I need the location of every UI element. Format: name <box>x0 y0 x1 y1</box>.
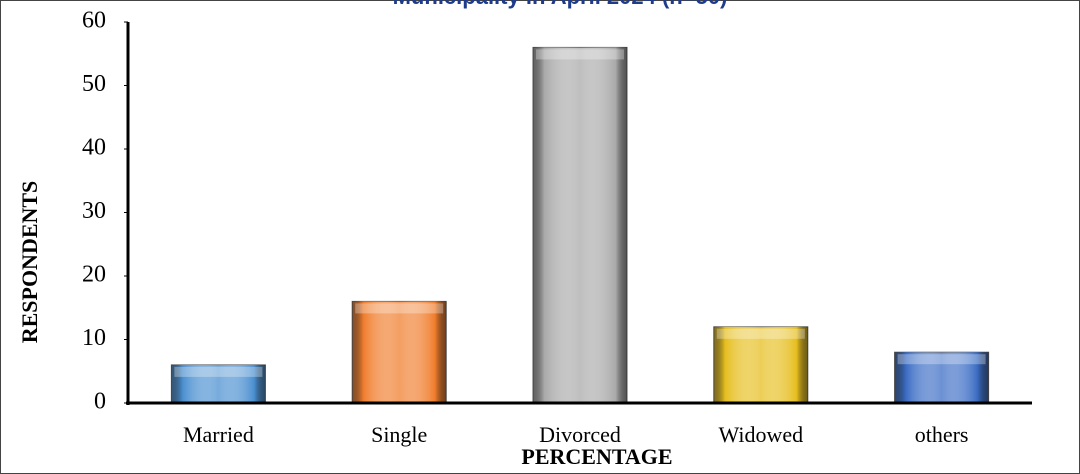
y-tick-label: 0 <box>94 389 106 415</box>
y-tick-label: 30 <box>82 198 106 224</box>
x-tick-label: Single <box>371 422 427 447</box>
y-tick-label: 50 <box>82 71 106 97</box>
bar <box>170 364 266 404</box>
y-tick-label: 40 <box>82 135 106 161</box>
x-tick-label: others <box>915 422 969 447</box>
x-tick-label: Divorced <box>539 422 621 447</box>
y-axis-title: RESPONDENTS <box>17 181 42 344</box>
bar <box>351 300 447 404</box>
bar <box>894 351 990 404</box>
y-tick-label: 10 <box>82 325 106 351</box>
y-tick-label: 60 <box>82 8 106 34</box>
x-tick-label: Widowed <box>718 422 803 447</box>
x-tick-label: Married <box>183 422 254 447</box>
x-axis-title: PERCENTAGE <box>521 444 672 469</box>
chart-title: Municipality in April 2024 (n=50) <box>393 0 728 9</box>
bar <box>532 46 628 404</box>
y-tick-label: 20 <box>82 262 106 288</box>
bar <box>713 326 809 404</box>
